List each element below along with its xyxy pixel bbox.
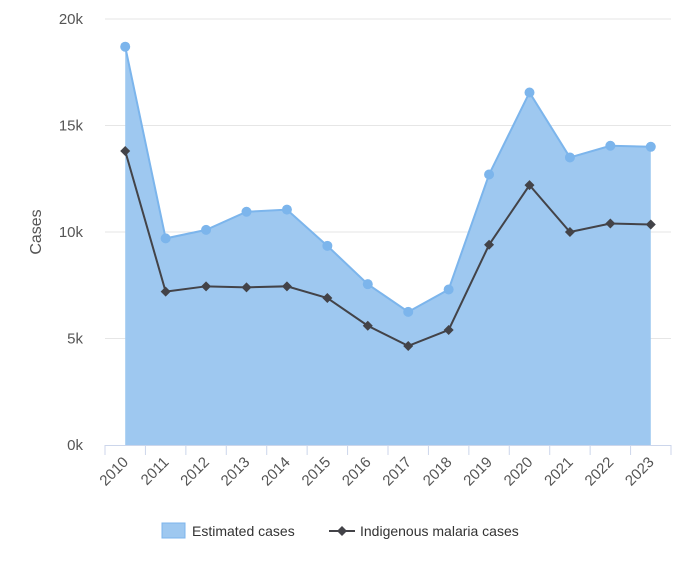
point-estimated-cases xyxy=(645,141,656,152)
point-estimated-cases xyxy=(362,279,373,290)
point-estimated-cases xyxy=(281,204,292,215)
point-indigenous-malaria-cases xyxy=(322,293,333,304)
point-estimated-cases xyxy=(403,306,414,317)
area-fill-estimated-cases xyxy=(125,46,651,445)
y-tick-label: 20k xyxy=(59,11,84,28)
x-tick-label: 2020 xyxy=(501,454,537,490)
legend-label-estimated-cases: Estimated cases xyxy=(192,523,295,539)
point-indigenous-malaria-cases xyxy=(524,180,535,191)
point-indigenous-malaria-cases xyxy=(564,227,575,237)
point-indigenous-malaria-cases xyxy=(362,320,373,331)
x-tick-label: 2018 xyxy=(420,454,456,490)
y-tick-label: 10k xyxy=(59,224,84,241)
point-estimated-cases xyxy=(564,152,575,163)
x-tick-label: 2016 xyxy=(339,454,375,490)
x-tick-label: 2022 xyxy=(582,454,618,490)
point-indigenous-malaria-cases xyxy=(443,324,454,335)
y-tick-label: 5k xyxy=(67,331,83,348)
point-indigenous-malaria-cases xyxy=(403,340,414,351)
y-tick-label: 0k xyxy=(67,437,83,454)
point-indigenous-malaria-cases xyxy=(645,219,656,230)
point-estimated-cases xyxy=(241,206,252,217)
point-estimated-cases xyxy=(605,140,616,151)
y-tick-label: 15k xyxy=(59,118,84,135)
x-tick-label: 2010 xyxy=(96,454,132,490)
legend-label-indigenous-malaria-cases: Indigenous malaria cases xyxy=(360,523,519,539)
x-tick-label: 2019 xyxy=(460,454,496,490)
x-tick-label: 2013 xyxy=(218,454,254,490)
x-tick-label: 2015 xyxy=(299,454,335,490)
point-indigenous-malaria-cases xyxy=(160,286,171,297)
point-estimated-cases xyxy=(120,41,131,52)
point-indigenous-malaria-cases xyxy=(241,282,252,293)
point-estimated-cases xyxy=(484,169,495,180)
point-estimated-cases xyxy=(160,233,171,244)
point-indigenous-malaria-cases xyxy=(605,218,616,229)
point-indigenous-malaria-cases xyxy=(201,281,212,292)
point-estimated-cases xyxy=(201,224,212,235)
series-line-estimated-cases xyxy=(124,46,651,314)
x-tick-label: 2014 xyxy=(258,454,294,490)
x-tick-label: 2021 xyxy=(541,454,577,490)
x-tick-label: 2023 xyxy=(622,454,658,490)
x-tick-label: 2012 xyxy=(177,454,213,490)
legend-marker-indigenous-malaria-cases xyxy=(337,526,347,536)
legend-swatch-estimated-cases xyxy=(161,522,186,539)
point-indigenous-malaria-cases xyxy=(484,239,495,250)
series-line-indigenous-malaria-cases xyxy=(124,150,651,348)
point-indigenous-malaria-cases xyxy=(281,281,292,292)
x-tick-label: 2011 xyxy=(138,454,173,489)
point-estimated-cases xyxy=(443,284,454,295)
point-estimated-cases xyxy=(322,240,333,251)
point-estimated-cases xyxy=(524,87,535,98)
point-indigenous-malaria-cases xyxy=(120,146,131,157)
x-tick-label: 2017 xyxy=(379,454,415,490)
y-axis-title: Cases xyxy=(28,209,45,254)
